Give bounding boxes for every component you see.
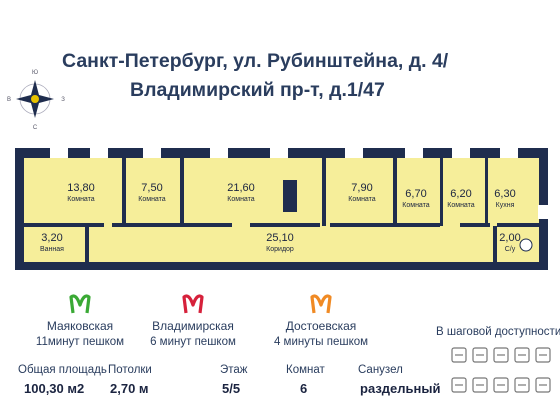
room-label: Комната bbox=[138, 196, 166, 203]
stat-label: Санузел bbox=[358, 364, 403, 376]
stat-value: 2,70 м bbox=[110, 381, 149, 396]
room-label: Комната bbox=[227, 196, 255, 203]
room-label: Комната bbox=[67, 196, 95, 203]
metro-logo bbox=[182, 294, 204, 314]
amenity-icon bbox=[451, 347, 467, 363]
room-area: 7,90 bbox=[351, 182, 372, 194]
compass-west: З bbox=[61, 97, 65, 103]
room-area: 6,70 bbox=[405, 188, 426, 200]
amenity-icon bbox=[514, 347, 530, 363]
room-label: Ванная bbox=[40, 246, 64, 253]
amenity-icon bbox=[493, 347, 509, 363]
metro-walk: 4 минуты пешком bbox=[274, 336, 368, 348]
title-line: Санкт-Петербург, ул. Рубинштейна, д. 4/ bbox=[62, 50, 449, 72]
room-area: 25,10 bbox=[266, 232, 294, 244]
compass-east: В bbox=[7, 97, 11, 103]
room-label: Коридор bbox=[266, 246, 294, 253]
metro: Маяковская 11минут пешком Владимирская 6 ми… bbox=[36, 294, 368, 348]
stat-value: раздельный bbox=[360, 381, 440, 396]
amenity-icon bbox=[472, 347, 488, 363]
stat-label: Общая площадь bbox=[18, 364, 107, 376]
room-area: 13,80 bbox=[67, 182, 95, 194]
metro-logo bbox=[69, 294, 91, 314]
amenity-icon bbox=[514, 377, 530, 393]
stat-value: 6 bbox=[300, 381, 307, 396]
metro-station: Владимирская bbox=[152, 319, 234, 333]
stats: Общая площадь 100,30 м2 Потолки 2,70 м Этаж 5… bbox=[18, 364, 440, 396]
metro-logo bbox=[310, 294, 332, 314]
room-area: 3,20 bbox=[41, 232, 62, 244]
amenity-icon bbox=[472, 377, 488, 393]
room-area: 21,60 bbox=[227, 182, 255, 194]
room-area: 6,30 bbox=[494, 188, 515, 200]
title-line: Владимирский пр-т, д.1/47 bbox=[130, 79, 385, 101]
amenity-icons bbox=[451, 347, 551, 393]
metro-walk: 11минут пешком bbox=[36, 336, 124, 348]
room-label: Комната bbox=[402, 202, 430, 209]
compass-north: С bbox=[33, 125, 38, 131]
metro-station: Маяковская bbox=[47, 319, 113, 333]
room-area: 7,50 bbox=[141, 182, 162, 194]
compass: Ю С В З bbox=[7, 70, 65, 131]
room-label: С/у bbox=[505, 246, 516, 253]
room-labels: 13,80 Комната 7,50 Комната 21,60 Комната 7,90 К… bbox=[40, 182, 521, 253]
amenity-icon bbox=[535, 377, 551, 393]
room-area: 6,20 bbox=[450, 188, 471, 200]
room-label: Комната bbox=[447, 202, 475, 209]
stat-label: Потолки bbox=[108, 364, 152, 376]
amenity-icon bbox=[535, 347, 551, 363]
amenity-icon bbox=[451, 377, 467, 393]
compass-center bbox=[31, 95, 39, 103]
metro-walk: 6 минут пешком bbox=[150, 336, 236, 348]
room-area: 2,00 bbox=[499, 232, 520, 244]
stat-value: 5/5 bbox=[222, 381, 240, 396]
floor-plan bbox=[15, 148, 548, 270]
nearby-title: В шаговой доступности bbox=[436, 326, 560, 338]
stat-label: Этаж bbox=[220, 364, 248, 376]
floor bbox=[24, 158, 539, 262]
room-label: Кухня bbox=[496, 202, 515, 209]
stat-value: 100,30 м2 bbox=[24, 381, 84, 396]
windows bbox=[50, 148, 548, 219]
room-label: Комната bbox=[348, 196, 376, 203]
amenity-icon bbox=[493, 377, 509, 393]
compass-south: Ю bbox=[32, 70, 38, 76]
toilet bbox=[519, 238, 533, 252]
stat-label: Комнат bbox=[286, 364, 325, 376]
inner-walls bbox=[24, 158, 539, 262]
metro-station: Достоевская bbox=[286, 319, 357, 333]
